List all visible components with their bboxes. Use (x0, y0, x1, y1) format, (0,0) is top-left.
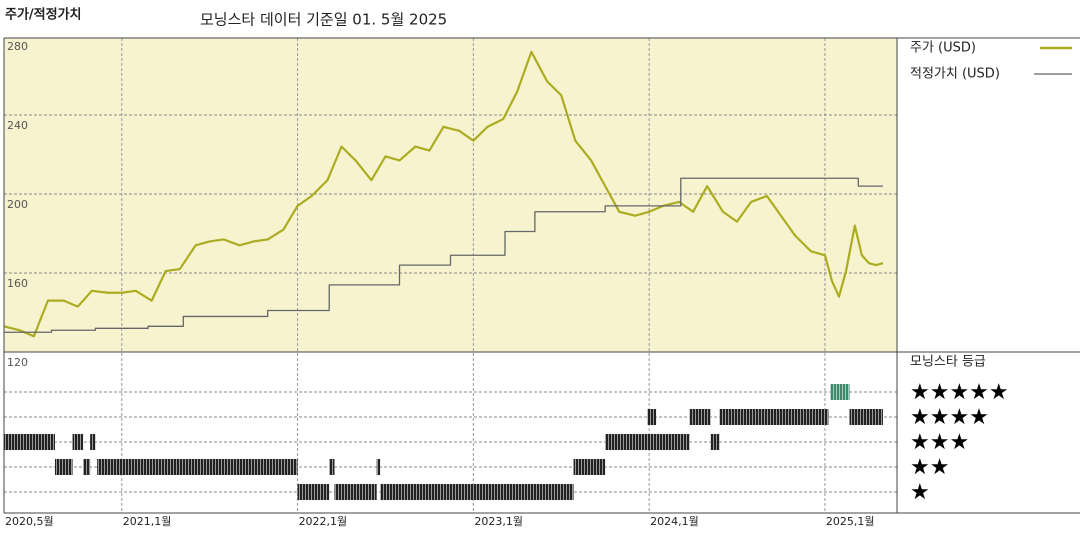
x-tick-label: 2020,5월 (5, 515, 54, 528)
rating-block (297, 484, 330, 500)
rating-label: ★★★★★ (910, 380, 1009, 405)
rating-block (72, 434, 84, 450)
chart-subtitle: 모닝스타 데이터 기준일 01. 5월 2025 (200, 11, 447, 29)
rating-label: ★★★ (910, 430, 969, 455)
y-tick-label: 160 (7, 277, 28, 290)
y-tick-label: 120 (7, 356, 28, 369)
price-panel (4, 38, 897, 352)
rating-block (689, 409, 711, 425)
chart-title: 주가/적정가치 (5, 7, 82, 23)
rating-label: ★★ (910, 455, 949, 480)
rating-block (83, 459, 91, 475)
legend-label: 주가 (USD) (910, 41, 976, 56)
rating-block (90, 434, 96, 450)
x-tick-label: 2022,1월 (299, 515, 348, 528)
rating-block (849, 409, 883, 425)
rating-block (54, 459, 73, 475)
x-tick-label: 2021,1월 (123, 515, 172, 528)
rating-block (329, 459, 335, 475)
x-tick-label: 2025,1월 (826, 515, 875, 528)
rating-block (4, 434, 55, 450)
rating-block (334, 484, 377, 500)
rating-block (380, 484, 574, 500)
rating-block (605, 434, 690, 450)
rating-title: 모닝스타 등급 (910, 355, 986, 370)
rating-rows (4, 391, 897, 493)
rating-block (710, 434, 720, 450)
rating-block (573, 459, 606, 475)
y-tick-label: 200 (7, 198, 28, 211)
rating-block (97, 459, 298, 475)
rating-block (647, 409, 657, 425)
y-tick-label: 240 (7, 119, 28, 132)
rating-label: ★★★★ (910, 405, 989, 430)
x-tick-label: 2024,1월 (650, 515, 699, 528)
series-line (3, 50, 884, 338)
rating-block (830, 384, 850, 400)
rating-block (719, 409, 829, 425)
series-line (4, 177, 883, 333)
rating-block (376, 459, 381, 475)
x-tick-label: 2023,1월 (474, 515, 523, 528)
rating-label: ★ (910, 480, 930, 505)
y-tick-label: 280 (7, 40, 28, 53)
frame (3, 37, 1080, 514)
legend-label: 적정가치 (USD) (910, 67, 1000, 82)
